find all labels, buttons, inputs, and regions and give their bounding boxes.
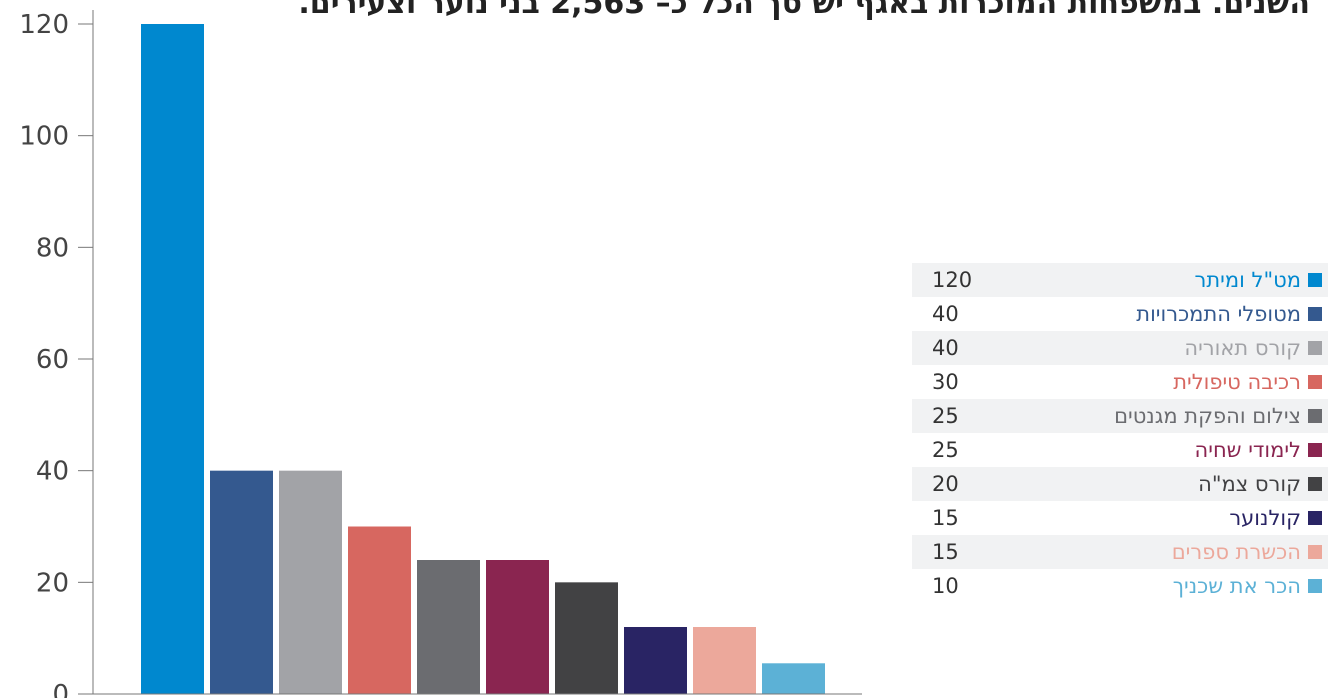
legend-entry: הכשרת ספרים [1172,540,1322,564]
legend-row: 120 מט"ל ומיתר [912,263,1328,297]
legend-value: 40 [932,302,959,326]
legend-swatch [1308,579,1322,593]
bar [417,560,480,694]
legend-row: 30 רכיבה טיפולית [912,365,1328,399]
legend: 120 מט"ל ומיתר 40 מטופלי התמכרויות 40 קורס תא… [912,263,1328,603]
y-tick-label: 60 [36,345,69,375]
legend-value: 30 [932,370,959,394]
legend-row: 15 קולנוער [912,501,1328,535]
legend-label: הכשרת ספרים [1171,540,1301,564]
legend-label: מט"ל ומיתר [1194,268,1302,292]
legend-label: קורס תאוריה [1184,336,1301,360]
legend-value: 25 [932,438,959,462]
legend-entry: צילום והפקת מגנטים [1114,404,1322,428]
legend-row: 20 קורס צמ"ה [912,467,1328,501]
legend-value: 120 [932,268,973,292]
legend-label: מטופלי התמכרויות [1136,302,1301,326]
legend-swatch [1308,477,1322,491]
chart-title: השנים. במשפחות המוכרות באגף יש סך הכל כ–… [298,0,1310,21]
legend-value: 25 [932,404,959,428]
y-tick-label: 120 [19,10,69,40]
legend-value: 15 [932,506,959,530]
legend-row: 25 לימודי שחיה [912,433,1328,467]
legend-label: קולנוער [1229,506,1301,530]
legend-swatch [1308,511,1322,525]
bar [693,627,756,694]
bar [141,24,204,694]
legend-value: 40 [932,336,959,360]
legend-label: הכר את שכניך [1172,574,1301,598]
legend-swatch [1308,341,1322,355]
legend-swatch [1308,273,1322,287]
legend-row: 10 הכר את שכניך [912,569,1328,603]
legend-entry: לימודי שחיה [1195,438,1322,462]
y-tick-label: 100 [19,122,69,152]
legend-entry: קורס צמ"ה [1198,472,1322,496]
legend-swatch [1308,409,1322,423]
legend-swatch [1308,545,1322,559]
legend-entry: קורס תאוריה [1184,336,1322,360]
bar [555,582,618,694]
y-tick-label: 80 [36,233,69,263]
legend-value: 10 [932,574,959,598]
bar [210,470,273,694]
y-tick-label: 40 [36,457,69,487]
bars [141,24,825,694]
legend-value: 20 [932,472,959,496]
legend-row: 40 מטופלי התמכרויות [912,297,1328,331]
legend-entry: הכר את שכניך [1173,574,1322,598]
legend-entry: מטופלי התמכרויות [1136,302,1322,326]
legend-entry: רכיבה טיפולית [1173,370,1322,394]
y-tick-label: 0 [52,680,69,698]
bar [624,627,687,694]
legend-entry: קולנוער [1229,506,1322,530]
legend-row: 15 הכשרת ספרים [912,535,1328,569]
legend-value: 15 [932,540,959,564]
legend-label: קורס צמ"ה [1198,472,1301,496]
legend-swatch [1308,375,1322,389]
y-tick-label: 20 [36,568,69,598]
y-axis: 0 20 40 60 80 100 120 [19,10,94,698]
bar [348,526,411,694]
bar [762,663,825,694]
legend-row: 25 צילום והפקת מגנטים [912,399,1328,433]
legend-label: צילום והפקת מגנטים [1114,404,1301,428]
legend-swatch [1308,307,1322,321]
legend-row: 40 קורס תאוריה [912,331,1328,365]
legend-swatch [1308,443,1322,457]
legend-label: לימודי שחיה [1194,438,1301,462]
bar [486,560,549,694]
bar [279,470,342,694]
legend-entry: מט"ל ומיתר [1194,268,1322,292]
legend-label: רכיבה טיפולית [1173,370,1301,394]
